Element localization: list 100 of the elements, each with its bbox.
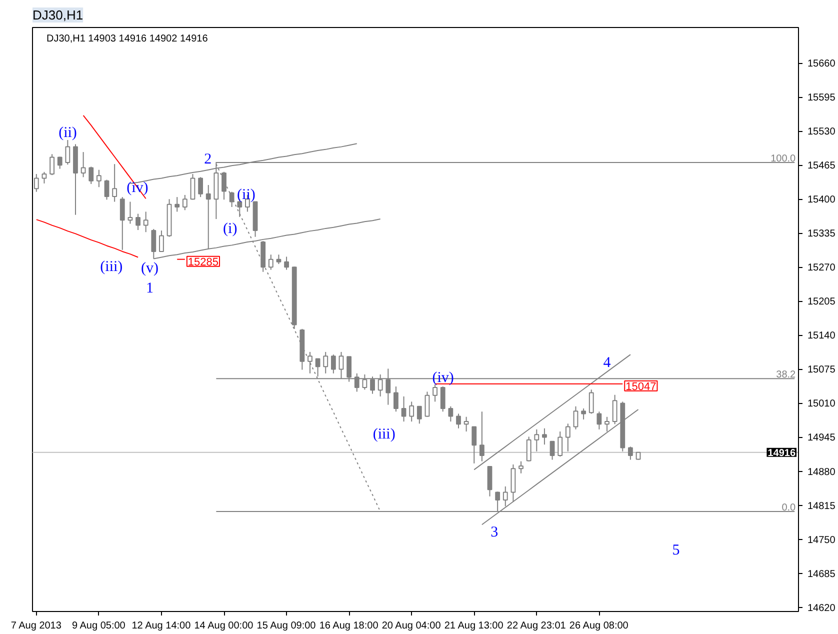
candlestick [565, 423, 570, 452]
candlestick [409, 401, 414, 422]
candlestick [174, 196, 180, 212]
candlestick [581, 408, 586, 420]
candlestick [112, 164, 118, 202]
series-label: 100.0 [770, 154, 796, 165]
candlestick [534, 428, 540, 452]
x-tick-label: 20 Aug 04:00 [382, 620, 442, 632]
candlestick [472, 426, 477, 464]
annotation: (iii) [100, 258, 123, 275]
y-tick-label: 15335 [808, 228, 836, 240]
candlestick [284, 256, 289, 270]
annotation: 3 [490, 524, 498, 540]
annotation: (iv) [432, 370, 454, 386]
y-tick-label: 15530 [808, 126, 836, 138]
candlestick [65, 140, 70, 166]
y-tick-label: 14685 [808, 568, 836, 580]
candlestick [80, 152, 86, 178]
y-tick-label: 15010 [808, 398, 836, 410]
candlestick [604, 416, 610, 432]
y-tick-label: 15595 [808, 92, 836, 104]
candlestick [464, 416, 469, 432]
candlestick [120, 196, 125, 250]
candlestick [487, 466, 492, 497]
annotation: 4 [603, 355, 612, 372]
y-tick-label: 15400 [808, 194, 836, 206]
candlestick [596, 411, 602, 430]
y-tick-label: 15465 [808, 160, 836, 172]
y-tick-label: 14945 [808, 432, 836, 444]
x-tick-label: 14 Aug 00:00 [194, 620, 254, 632]
y-tick-label: 15205 [808, 296, 836, 308]
text: DJ30,H1 14903 14916 14902 14916 [46, 34, 208, 44]
candlestick [268, 254, 274, 270]
y-tick-label: 14750 [808, 534, 836, 546]
x-tick-label: 12 Aug 14:00 [132, 620, 192, 632]
candlestick [628, 446, 633, 460]
candlestick [510, 464, 516, 502]
candlestick [182, 194, 188, 211]
candlestick [229, 191, 234, 208]
candlestick [416, 406, 422, 424]
candlestick [526, 436, 532, 462]
annotation: (iii) [372, 426, 396, 443]
y-tick-label: 14620 [808, 602, 836, 614]
chart-title: DJ30,H1 [32, 8, 84, 22]
data-label: 15047 [626, 380, 656, 393]
candlestick [502, 486, 508, 507]
annotation: (ii) [237, 187, 256, 204]
series-label: 38.2 [776, 370, 796, 381]
annotation: (v) [140, 260, 158, 277]
candlestick [57, 156, 62, 170]
candlestick [432, 384, 438, 402]
candlestick [479, 411, 484, 462]
candlestick [104, 179, 110, 200]
candlestick [612, 394, 618, 425]
candlestick [222, 171, 226, 200]
annotation: 5 [672, 542, 680, 559]
candlestick [198, 176, 204, 198]
candlestick [394, 386, 398, 412]
candlestick [558, 430, 563, 458]
annotation: (i) [223, 220, 238, 237]
line-series [82, 114, 146, 200]
candlestick [518, 460, 524, 474]
candlestick [34, 174, 39, 192]
candlestick [128, 201, 133, 224]
y-tick-label: 15660 [808, 58, 836, 70]
candlestick [159, 230, 164, 252]
candlestick [42, 171, 47, 184]
candlestick [456, 413, 461, 429]
candlestick [588, 389, 594, 414]
candlestick [308, 351, 312, 374]
candlestick [323, 351, 328, 374]
y-tick-label: 15140 [808, 330, 836, 342]
ref-line-label: 14916 [768, 448, 796, 459]
annotation: 1 [146, 280, 154, 296]
candlestick [550, 440, 555, 460]
y-tick-label: 15270 [808, 262, 836, 274]
candlestick [96, 169, 102, 188]
line-series [36, 219, 139, 258]
candlestick [136, 213, 140, 231]
y-tick-label: 14815 [808, 500, 836, 512]
data-label: 15285 [188, 256, 219, 268]
x-tick-label: 21 Aug 13:00 [444, 620, 504, 632]
annotation: 2 [204, 151, 212, 168]
candlestick [573, 406, 578, 430]
candlestick [88, 166, 94, 184]
x-tick-label: 26 Aug 08:00 [569, 620, 629, 632]
x-tick-label: 22 Aug 23:01 [506, 620, 566, 632]
candlestick [542, 428, 547, 446]
y-tick-label: 15075 [808, 364, 836, 376]
candlestick [448, 406, 454, 422]
candlestick [143, 211, 148, 233]
x-tick-label: 7 Aug 2013 [10, 620, 62, 632]
candlestick [50, 154, 54, 176]
x-tick-label: 15 Aug 09:00 [256, 620, 316, 632]
candlestick [330, 354, 336, 374]
candlestick [440, 386, 446, 412]
candlestick [276, 254, 282, 265]
candlestick [401, 396, 406, 422]
y-tick-label: 14880 [808, 466, 836, 478]
series-label: 0.0 [782, 502, 796, 514]
